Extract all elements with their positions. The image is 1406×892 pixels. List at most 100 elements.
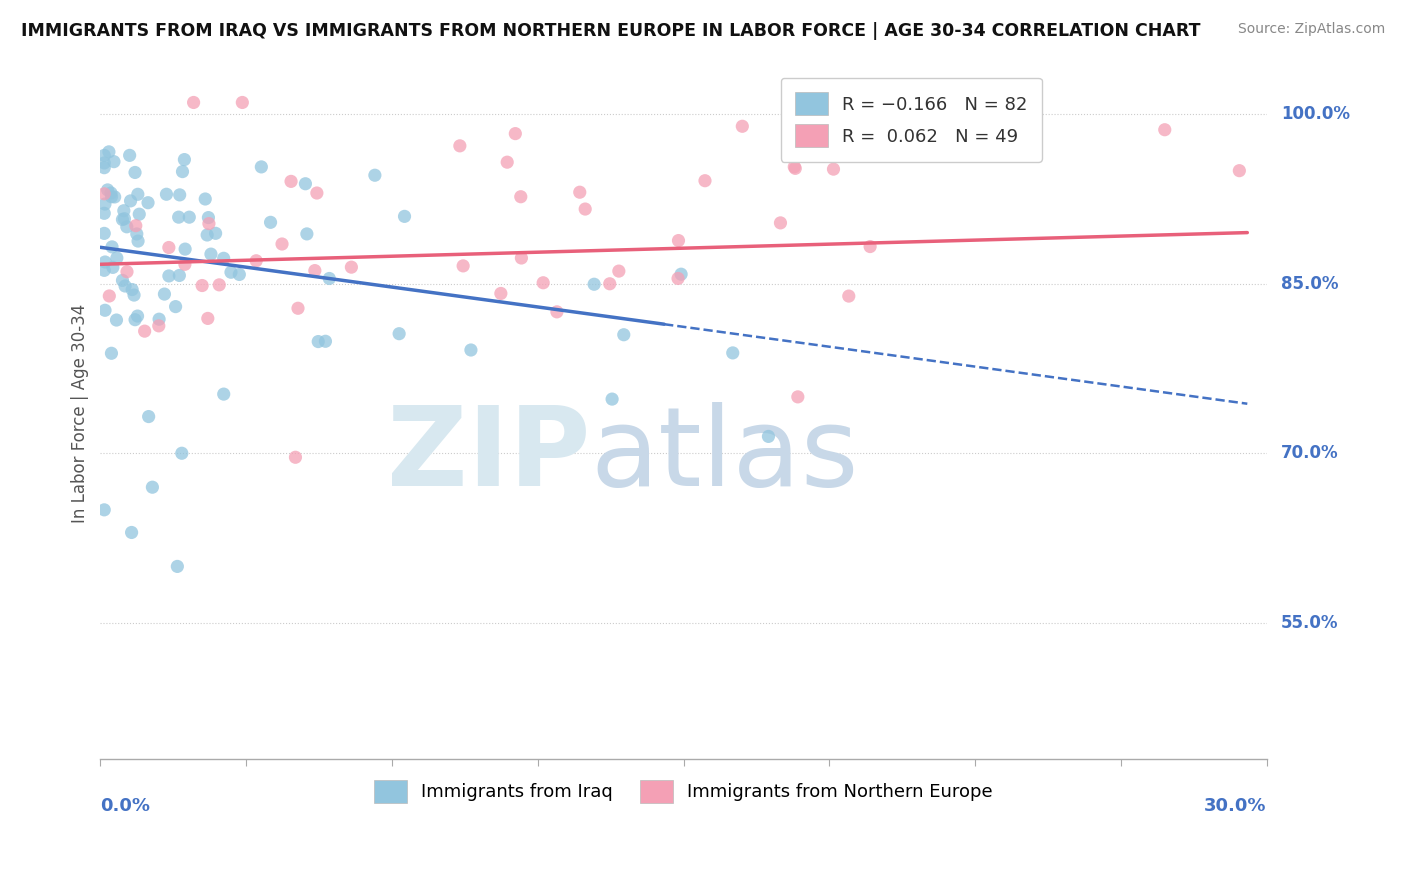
Point: [105, 251, 128, 265]
Point: [531, 276, 554, 290]
Point: [194, 192, 217, 206]
Point: [769, 216, 792, 230]
Point: [340, 260, 363, 274]
Point: [510, 251, 533, 265]
Point: [104, 190, 127, 204]
Point: [115, 219, 138, 234]
Point: [838, 289, 860, 303]
Point: [783, 160, 806, 174]
Point: [318, 271, 340, 285]
Point: [138, 409, 160, 424]
Point: [295, 227, 318, 241]
Point: [314, 334, 336, 349]
Point: [128, 207, 150, 221]
Point: [599, 277, 621, 291]
Point: [489, 286, 512, 301]
Point: [304, 263, 326, 277]
Point: [127, 234, 149, 248]
Point: [93, 156, 115, 170]
Point: [100, 346, 122, 360]
Point: [94, 303, 117, 318]
Point: [505, 127, 527, 141]
Point: [93, 503, 115, 517]
Point: [94, 197, 117, 211]
Point: [93, 206, 115, 220]
Point: [148, 318, 170, 333]
Point: [173, 153, 195, 167]
Text: Source: ZipAtlas.com: Source: ZipAtlas.com: [1237, 22, 1385, 37]
Point: [121, 283, 143, 297]
Point: [613, 327, 636, 342]
Point: [165, 300, 187, 314]
Point: [786, 390, 808, 404]
Point: [287, 301, 309, 316]
Point: [172, 164, 194, 178]
Point: [97, 145, 120, 159]
Point: [212, 252, 235, 266]
Point: [231, 95, 253, 110]
Point: [118, 148, 141, 162]
Point: [100, 186, 122, 200]
Point: [120, 194, 142, 208]
Point: [101, 240, 124, 254]
Point: [136, 195, 159, 210]
Point: [208, 277, 231, 292]
Point: [693, 174, 716, 188]
Point: [169, 187, 191, 202]
Point: [124, 165, 146, 179]
Point: [141, 480, 163, 494]
Point: [509, 190, 531, 204]
Point: [284, 450, 307, 465]
Point: [496, 155, 519, 169]
Point: [93, 263, 115, 277]
Point: [170, 446, 193, 460]
Point: [250, 160, 273, 174]
Point: [449, 138, 471, 153]
Point: [600, 392, 623, 406]
Point: [259, 215, 281, 229]
Point: [666, 271, 689, 285]
Point: [98, 289, 121, 303]
Point: [823, 162, 845, 177]
Point: [153, 287, 176, 301]
Point: [294, 177, 316, 191]
Text: 100.0%: 100.0%: [1281, 104, 1350, 123]
Point: [200, 247, 222, 261]
Point: [1153, 122, 1175, 136]
Point: [197, 211, 219, 225]
Point: [271, 237, 294, 252]
Point: [97, 183, 120, 197]
Point: [721, 346, 744, 360]
Point: [100, 190, 122, 204]
Point: [157, 268, 180, 283]
Point: [127, 309, 149, 323]
Text: 85.0%: 85.0%: [1281, 275, 1339, 293]
Point: [212, 387, 235, 401]
Point: [388, 326, 411, 341]
Y-axis label: In Labor Force | Age 30-34: In Labor Force | Age 30-34: [72, 304, 89, 524]
Point: [859, 239, 882, 253]
Point: [134, 324, 156, 338]
Point: [460, 343, 482, 357]
Point: [219, 265, 242, 279]
Point: [112, 211, 135, 226]
Point: [307, 334, 329, 349]
Point: [93, 148, 115, 162]
Text: 30.0%: 30.0%: [1205, 797, 1267, 814]
Point: [103, 154, 125, 169]
Point: [195, 227, 218, 242]
Point: [121, 525, 143, 540]
Point: [758, 429, 780, 443]
Point: [245, 253, 267, 268]
Point: [157, 240, 180, 254]
Point: [183, 95, 205, 110]
Point: [174, 257, 197, 271]
Point: [394, 210, 416, 224]
Point: [122, 288, 145, 302]
Point: [305, 186, 328, 200]
Point: [93, 186, 115, 201]
Point: [169, 268, 191, 283]
Text: IMMIGRANTS FROM IRAQ VS IMMIGRANTS FROM NORTHERN EUROPE IN LABOR FORCE | AGE 30-: IMMIGRANTS FROM IRAQ VS IMMIGRANTS FROM …: [21, 22, 1201, 40]
Point: [127, 187, 149, 202]
Point: [115, 265, 138, 279]
